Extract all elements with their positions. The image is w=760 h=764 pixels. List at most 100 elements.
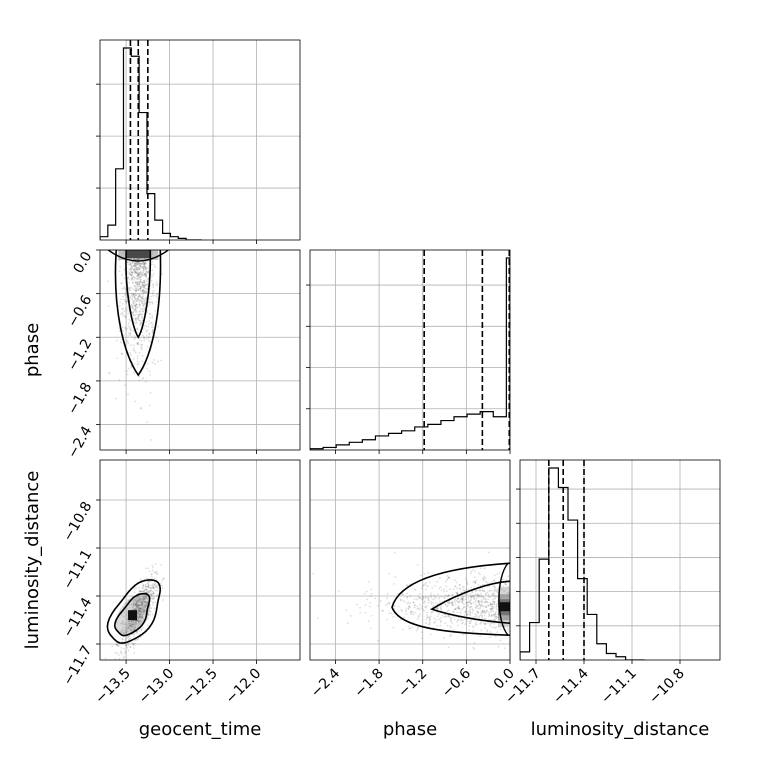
scatter-phase-luminosity-distance-sample-42 (453, 618, 456, 621)
scatter-geocent-time-phase-sample-459 (135, 300, 138, 302)
scatter-geocent-time-luminosity-distance-sample-350 (137, 607, 140, 610)
scatter-geocent-time-phase-sample-256 (134, 271, 137, 274)
scatter-geocent-time-phase-sample-343 (133, 286, 136, 289)
scatter-geocent-time-luminosity-distance-sample-470 (149, 607, 152, 609)
scatter-geocent-time-phase-sample-157 (142, 266, 145, 269)
scatter-phase-luminosity-distance-sample-748 (474, 593, 477, 596)
scatter-phase-luminosity-distance-sample-40 (481, 589, 484, 592)
scatter-geocent-time-luminosity-distance-sample-387 (123, 626, 126, 629)
scatter-geocent-time-luminosity-distance-sample-85 (139, 610, 142, 613)
scatter-geocent-time-luminosity-distance-sample-539 (153, 571, 156, 574)
scatter-geocent-time-phase-sample-156 (140, 298, 143, 301)
scatter-geocent-time-luminosity-distance-sample-600 (141, 611, 144, 614)
scatter-phase-luminosity-distance-sample-171 (494, 612, 497, 615)
scatter-geocent-time-phase-sample-9 (138, 261, 140, 264)
scatter-geocent-time-phase-contour-inner (125, 250, 152, 339)
scatter-geocent-time-phase-sample-99 (144, 270, 147, 273)
scatter-geocent-time-luminosity-distance-sample-778 (152, 592, 155, 595)
scatter-phase-luminosity-distance-sample-427 (487, 611, 490, 614)
scatter-phase-luminosity-distance-sample-183 (489, 589, 492, 592)
scatter-phase-luminosity-distance-sample-423 (451, 594, 453, 597)
scatter-geocent-time-luminosity-distance-sample-84 (126, 627, 128, 630)
scatter-geocent-time-luminosity-distance-sample-643 (146, 588, 149, 591)
scatter-geocent-time-luminosity-distance-sample-345 (130, 623, 132, 626)
scatter-phase-luminosity-distance-sample-705 (444, 603, 447, 606)
scatter-geocent-time-luminosity-distance-sample-41 (146, 586, 149, 589)
scatter-geocent-time-luminosity-distance-sample-358 (129, 624, 132, 627)
scatter-geocent-time-luminosity-distance-sample-828 (127, 644, 130, 647)
scatter-geocent-time-luminosity-distance-sample-835 (143, 595, 145, 598)
scatter-phase-luminosity-distance-sample-699 (480, 600, 483, 603)
scatter-geocent-time-phase-sample-253 (127, 270, 130, 273)
scatter-geocent-time-luminosity-distance-sample-799 (140, 615, 143, 618)
scatter-phase-luminosity-distance-sample-284 (449, 620, 452, 623)
scatter-geocent-time-luminosity-distance-sample-176 (152, 597, 155, 600)
hist-geocent-time-border (99, 39, 301, 241)
scatter-phase-luminosity-distance-sample-83 (489, 603, 492, 606)
scatter-phase-luminosity-distance-sample-734 (424, 601, 427, 604)
scatter-geocent-time-luminosity-distance-sample-314 (134, 627, 137, 630)
scatter-geocent-time-phase-sample-814 (143, 337, 145, 340)
scatter-geocent-time-phase-sample-333 (134, 307, 137, 310)
scatter-phase-luminosity-distance-sample-124 (481, 609, 484, 612)
scatter-geocent-time-phase-sample-436 (154, 266, 157, 269)
scatter-geocent-time-luminosity-distance-sample-197 (126, 646, 129, 649)
scatter-geocent-time-luminosity-distance-sample-260 (153, 584, 156, 586)
scatter-phase-luminosity-distance-sample-578 (483, 601, 486, 604)
scatter-phase-luminosity-distance-sample-618 (481, 611, 484, 613)
scatter-geocent-time-luminosity-distance-sample-130 (125, 631, 128, 633)
scatter-geocent-time-phase-sample-811 (139, 264, 141, 267)
scatter-geocent-time-luminosity-distance-sample-361 (136, 598, 139, 601)
scatter-geocent-time-luminosity-distance-sample-377 (139, 610, 142, 613)
scatter-geocent-time-phase-sample-727 (132, 349, 135, 352)
scatter-geocent-time-phase-sample-102 (129, 320, 132, 322)
scatter-phase-luminosity-distance-sample-550 (427, 598, 430, 601)
scatter-geocent-time-luminosity-distance-sample-727 (130, 604, 133, 606)
scatter-phase-luminosity-distance-sample-281 (402, 599, 405, 602)
scatter-geocent-time-luminosity-distance-sample-200 (129, 646, 132, 649)
scatter-phase-luminosity-distance-sample-23 (465, 602, 468, 604)
scatter-phase-luminosity-distance-sample-149 (461, 621, 464, 624)
scatter-geocent-time-luminosity-distance-sample-586 (133, 604, 136, 606)
scatter-phase-luminosity-distance-sample-252 (488, 613, 491, 616)
scatter-phase-luminosity-distance-sample-58 (444, 596, 446, 599)
hist-phase (306, 249, 511, 454)
scatter-phase-luminosity-distance-sample-523 (370, 614, 373, 617)
scatter-geocent-time-phase-sample-630 (143, 262, 146, 265)
scatter-phase-luminosity-distance-sample-199 (463, 614, 466, 616)
scatter-geocent-time-phase-sample-32 (144, 297, 146, 300)
scatter-geocent-time-luminosity-distance-sample-702 (121, 631, 123, 634)
scatter-geocent-time-phase-sample-804 (142, 300, 145, 303)
scatter-geocent-time-luminosity-distance-sample-384 (134, 607, 137, 610)
scatter-geocent-time-luminosity-distance-sample-695 (144, 605, 147, 608)
scatter-geocent-time-phase-sample-265 (142, 291, 145, 294)
hist-phase-border (309, 249, 511, 451)
scatter-geocent-time-luminosity-distance-sample-478 (139, 608, 142, 611)
scatter-geocent-time-phase-sample-625 (138, 304, 141, 307)
scatter-phase-luminosity-distance-sample-450 (377, 604, 380, 607)
scatter-geocent-time-phase-sample-299 (124, 300, 127, 303)
scatter-geocent-time-luminosity-distance-sample-877 (123, 655, 125, 658)
scatter-phase-luminosity-distance-sample-213 (461, 609, 463, 611)
scatter-geocent-time-luminosity-distance-sample-822 (143, 597, 146, 599)
scatter-phase-luminosity-distance-sample-419 (481, 614, 483, 617)
scatter-geocent-time-luminosity-distance-sample-686 (141, 603, 144, 606)
scatter-geocent-time-phase-sample-782 (121, 307, 123, 310)
ylabel-phase: phase (22, 323, 43, 377)
scatter-phase-luminosity-distance-sample-15 (447, 601, 450, 604)
hist-phase-bin-7 (402, 431, 415, 450)
scatter-geocent-time-phase-sample-150 (134, 264, 137, 267)
scatter-phase-luminosity-distance-sample-437 (489, 636, 492, 639)
scatter-geocent-time-phase-sample-754 (155, 284, 158, 286)
scatter-geocent-time-phase-sample-275 (140, 300, 143, 303)
scatter-geocent-time-phase-sample-555 (126, 340, 129, 343)
scatter-geocent-time-luminosity-distance-sample-590 (155, 572, 158, 574)
scatter-geocent-time-luminosity-distance-sample-78 (160, 564, 162, 566)
scatter-geocent-time-phase-sample-874 (145, 284, 148, 286)
scatter-geocent-time-phase-sample-498 (134, 282, 137, 284)
scatter-geocent-time-luminosity-distance-sample-868 (134, 598, 137, 601)
scatter-geocent-time-luminosity-distance-sample-422 (163, 577, 165, 580)
scatter-geocent-time-phase-sample-681 (133, 264, 136, 266)
scatter-geocent-time-luminosity-distance-sample-347 (144, 609, 146, 612)
scatter-phase-luminosity-distance-sample-407 (430, 615, 432, 617)
